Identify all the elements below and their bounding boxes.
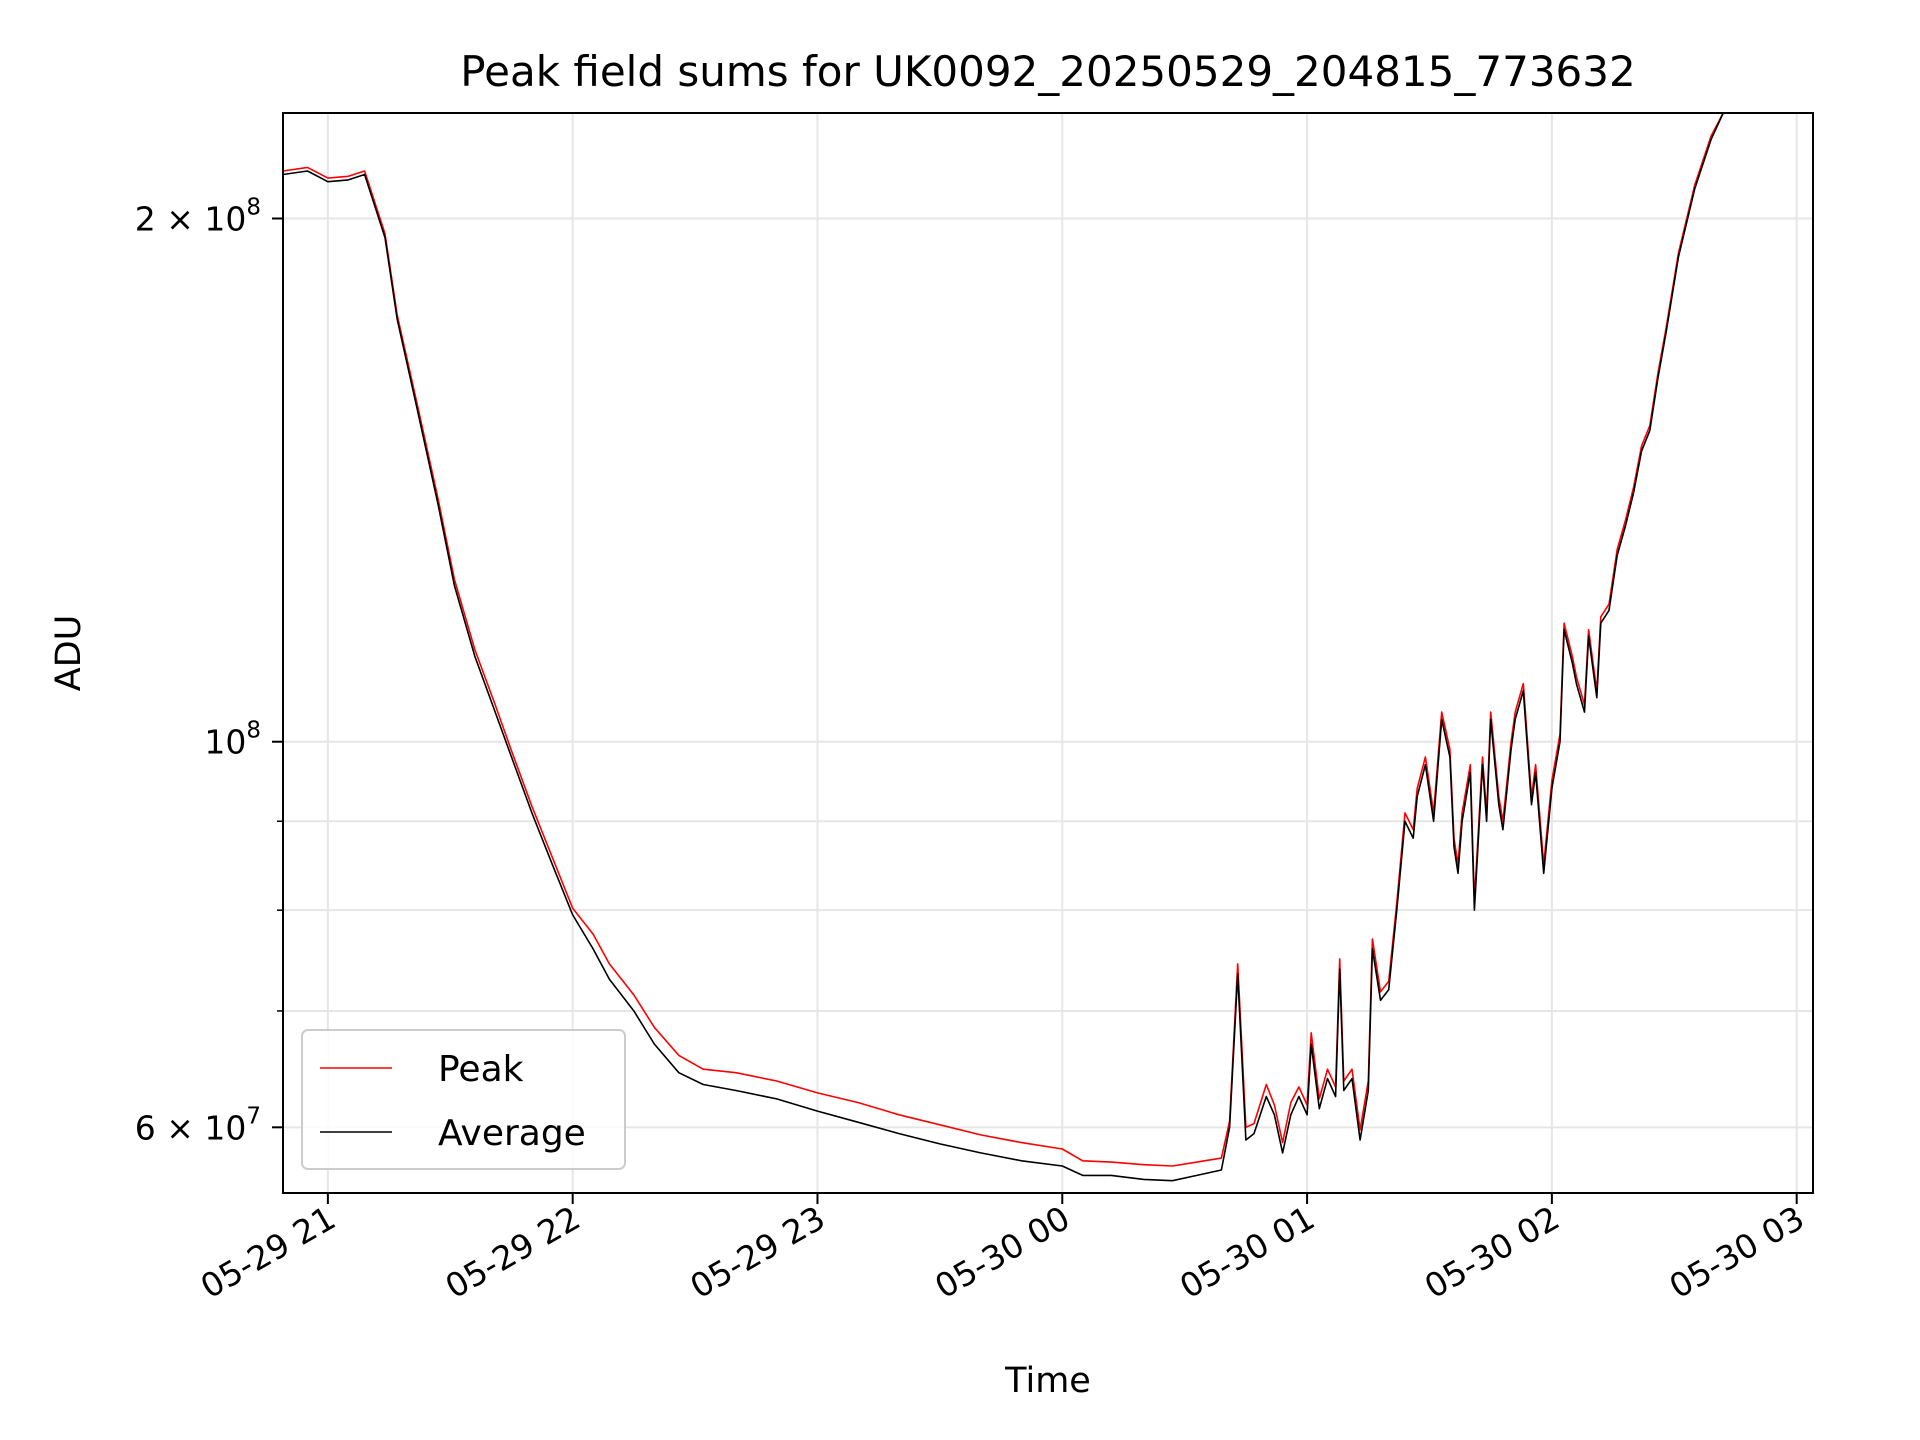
legend-label-peak: Peak [438,1049,524,1090]
legend: Peak Average [301,1029,626,1170]
y-tick-label: 2 × 108 [135,194,261,238]
y-tick-label: 6 × 107 [135,1103,261,1147]
legend-box [301,1029,626,1170]
x-axis-title: Time [1004,1361,1091,1401]
legend-label-average: Average [438,1113,586,1154]
chart-title: Peak field sums for UK0092_20250529_2048… [460,47,1635,96]
plot-series [283,113,1752,1182]
y-axis-title: ADU [49,615,89,692]
plot-frame [282,112,1814,1194]
series-line-average [283,113,1752,1182]
y-tick-label: 108 [204,718,261,762]
